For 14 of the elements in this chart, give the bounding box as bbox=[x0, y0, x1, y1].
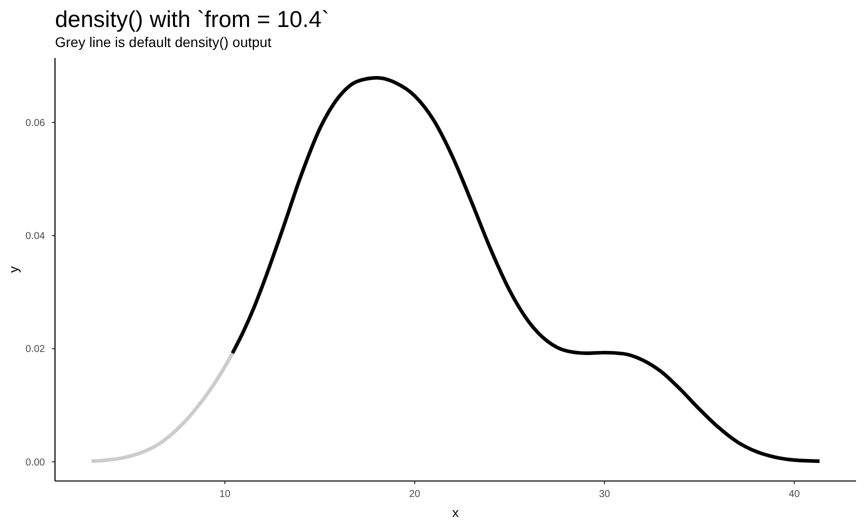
y-tick-label: 0.04 bbox=[26, 231, 46, 242]
y-tick-label: 0.06 bbox=[26, 118, 46, 129]
x-tick-label: 30 bbox=[598, 489, 610, 500]
y-tick-label: 0.00 bbox=[26, 457, 46, 468]
chart-title: density() with `from = 10.4` bbox=[55, 6, 330, 32]
x-axis-title: x bbox=[452, 505, 460, 520]
x-tick-label: 40 bbox=[788, 489, 800, 500]
line-series bbox=[90, 351, 234, 464]
line-series bbox=[230, 76, 822, 464]
y-axis-title: y bbox=[6, 266, 21, 273]
x-tick-label: 20 bbox=[409, 489, 421, 500]
chart-subtitle: Grey line is default density() output bbox=[55, 34, 272, 50]
y-tick-label: 0.02 bbox=[26, 344, 46, 356]
x-tick-label: 10 bbox=[219, 489, 231, 500]
